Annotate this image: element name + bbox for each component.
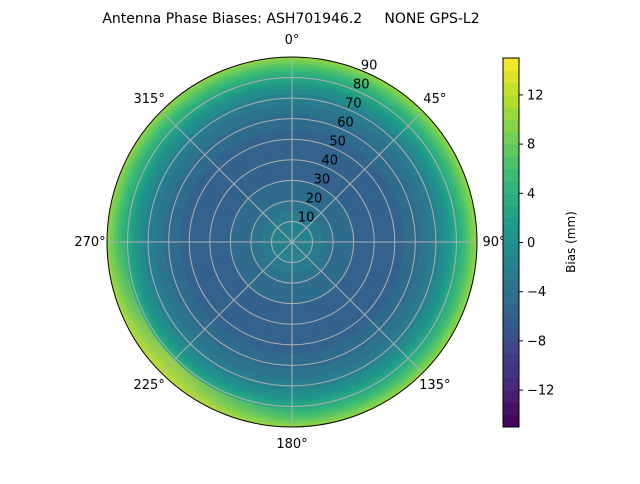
colorbar-level [503,254,519,268]
angular-tick-label: 225° [134,378,165,393]
colorbar-level [503,205,519,219]
colorbar-level [503,353,519,366]
radial-tick-label: 10 [298,210,315,225]
colorbar-level [503,181,519,194]
colorbar-level [503,107,519,120]
colorbar-level [503,304,519,317]
colorbar: 12 8 4 0 −4 −8 −12 [502,57,554,428]
colorbar-level [503,279,519,293]
colorbar-tick-label: 0 [527,236,535,251]
colorbar-level [503,230,519,243]
colorbar-level [503,402,519,416]
polar-frame [106,56,478,428]
angular-tick-label: 90° [482,235,505,250]
angular-tick-label: 315° [134,92,165,107]
colorbar-level [503,414,519,428]
colorbar-level [503,242,519,256]
colorbar-level [503,390,519,403]
radial-tick-label: 20 [306,191,323,206]
angular-tick-label: 45° [423,92,446,107]
colorbar-level [503,193,519,207]
colorbar-tick-label: −4 [527,285,546,300]
angular-tick-label: 180° [276,437,307,452]
colorbar-level [503,131,519,145]
colorbar-level [503,119,519,133]
colorbar-tick-label: 4 [527,187,535,202]
colorbar-tick-label: 12 [527,88,544,103]
angular-gridline [160,241,293,374]
chart-title: Antenna Phase Biases: ASH701946.2 NONE G… [102,11,479,27]
colorbar-label: Bias (mm) [564,211,578,273]
angular-tick-label: 270° [74,235,105,250]
angular-tick-label: 135° [419,378,450,393]
radial-tick-label: 70 [345,97,362,112]
colorbar-level [503,291,519,305]
colorbar-level [503,267,519,280]
colorbar-level [503,58,519,71]
colorbar-level [503,94,519,108]
colorbar-tick-label: −12 [527,384,554,399]
radial-tick-label: 90 [361,59,378,74]
colorbar-level [503,365,519,379]
radial-tick-label: 40 [321,153,338,168]
polar-tick-labels: 0° 45° 90° 135° 180° 225° 270° 315° 10 20 30 40 50 60… [74,33,505,452]
colorbar-level [503,328,519,342]
radial-tick-label: 60 [337,116,354,131]
angular-tick-label: 0° [285,33,300,48]
colorbar-tick-label: 8 [527,138,535,153]
colorbar-level [503,70,519,84]
radial-tick-label: 30 [314,172,331,187]
colorbar-level [503,340,519,354]
angular-gridline [160,110,293,243]
angular-gridline [291,110,424,243]
radial-tick-label: 80 [353,78,370,93]
polar-grid [106,56,478,428]
colorbar-level [503,316,519,330]
colorbar-level [503,156,519,170]
colorbar-level [503,168,519,182]
radial-tick-label: 50 [329,135,346,150]
angular-gridline [291,241,424,374]
colorbar-level [503,377,519,391]
colorbar-level [503,82,519,96]
colorbar-level [503,217,519,231]
colorbar-level [503,144,519,157]
colorbar-tick-label: −8 [527,334,546,349]
